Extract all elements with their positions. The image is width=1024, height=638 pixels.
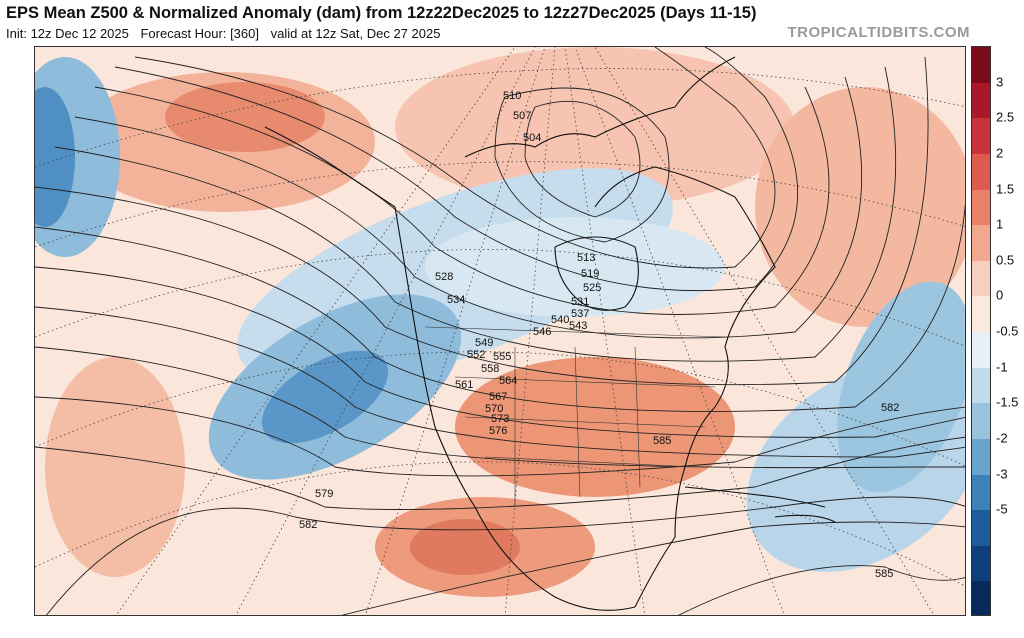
map-subtitle: Init: 12z Dec 12 2025 Forecast Hour: [36… (6, 26, 448, 41)
contour-label: 582 (299, 519, 317, 531)
contour-label: 546 (533, 326, 551, 338)
colorbar-segment (972, 296, 990, 333)
anomaly-warm-mexico-core (410, 519, 520, 575)
contour-label: 507 (513, 110, 531, 122)
anomaly-cool-aleutian-core (35, 87, 75, 227)
colorbar-segment (972, 47, 990, 84)
forecast-hour: Forecast Hour: [360] (140, 26, 259, 41)
contour-label: 504 (523, 132, 541, 144)
anomaly-warm-pacific (45, 357, 185, 577)
anomaly-warm-alaska-core (165, 82, 325, 152)
init-time: Init: 12z Dec 12 2025 (6, 26, 129, 41)
contour-labels: 510 507 504 513 519 525 528 531 534 537 … (299, 90, 899, 580)
contour-label: 555 (493, 351, 511, 363)
contour-label: 549 (475, 337, 493, 349)
contour-label: 519 (581, 268, 599, 280)
colorbar-label: 1 (996, 216, 1004, 232)
colorbar-label: -1.5 (996, 394, 1019, 410)
anomaly-colorbar (971, 46, 991, 616)
colorbar-segment (972, 545, 990, 582)
colorbar-label: 2 (996, 145, 1004, 161)
anomaly-cool-atlantic (837, 281, 965, 493)
contour-label: 528 (435, 271, 453, 283)
map-title: EPS Mean Z500 & Normalized Anomaly (dam)… (6, 4, 757, 22)
contour-label: 573 (491, 413, 509, 425)
coastlines (264, 56, 836, 611)
brand-watermark: TROPICALTIDBITS.COM (787, 24, 970, 41)
borders (424, 326, 726, 507)
colorbar-segment (972, 367, 990, 404)
colorbar-segment (972, 474, 990, 511)
anomaly-map[interactable]: 510 507 504 513 519 525 528 531 534 537 … (34, 46, 966, 616)
contour-label: 561 (455, 379, 473, 391)
contour-label: 576 (489, 425, 507, 437)
colorbar-label: 2.5 (996, 109, 1015, 125)
contour-label: 558 (481, 363, 499, 375)
colorbar-label: 1.5 (996, 181, 1015, 196)
contour-label: 585 (653, 435, 671, 447)
colorbar-label: -2 (996, 430, 1008, 446)
colorbar-label: -1 (996, 359, 1008, 375)
colorbar-segment (972, 82, 990, 119)
contour-label: 513 (577, 252, 595, 264)
colorbar-segment (972, 403, 990, 440)
colorbar-segment (972, 510, 990, 547)
colorbar-segment (972, 438, 990, 475)
contour-label: 534 (447, 294, 465, 306)
contour-label: 543 (569, 320, 587, 332)
colorbar-label: 3 (996, 74, 1004, 90)
colorbar-segment (972, 332, 990, 369)
colorbar-labels: 3 2.5 2 1.5 1 0.5 0 -0.5 -1 -1.5 -2 -3 -5 (996, 46, 1024, 616)
contour-label: 585 (875, 568, 893, 580)
contour-label: 579 (315, 488, 333, 500)
colorbar-label: -3 (996, 466, 1008, 481)
contour-label: 531 (571, 296, 589, 308)
valid-time: valid at 12z Sat, Dec 27 2025 (270, 26, 441, 41)
colorbar-label: -5 (996, 501, 1008, 517)
contour-label: 537 (571, 308, 589, 320)
contour-label: 552 (467, 349, 485, 361)
colorbar-segment (972, 153, 990, 190)
contour-label: 525 (583, 282, 601, 294)
anomaly-warm-arctic (395, 47, 795, 207)
colorbar-label: -0.5 (996, 323, 1019, 339)
colorbar-segment (972, 118, 990, 155)
colorbar-label: 0.5 (996, 252, 1015, 268)
colorbar-segment (972, 225, 990, 262)
colorbar-segment (972, 581, 990, 615)
z500-contours (35, 47, 965, 615)
anomaly-cool-hudson (425, 217, 725, 317)
contour-label: 510 (503, 90, 521, 102)
contour-label: 564 (499, 375, 517, 387)
colorbar-segment (972, 260, 990, 297)
contour-label: 582 (881, 402, 899, 414)
map-canvas: 510 507 504 513 519 525 528 531 534 537 … (35, 47, 965, 615)
colorbar-segment (972, 189, 990, 226)
colorbar-label: 0 (996, 287, 1004, 303)
contour-label: 540 (551, 314, 569, 326)
contour-label: 570 (485, 403, 503, 415)
contour-label: 567 (489, 391, 507, 403)
